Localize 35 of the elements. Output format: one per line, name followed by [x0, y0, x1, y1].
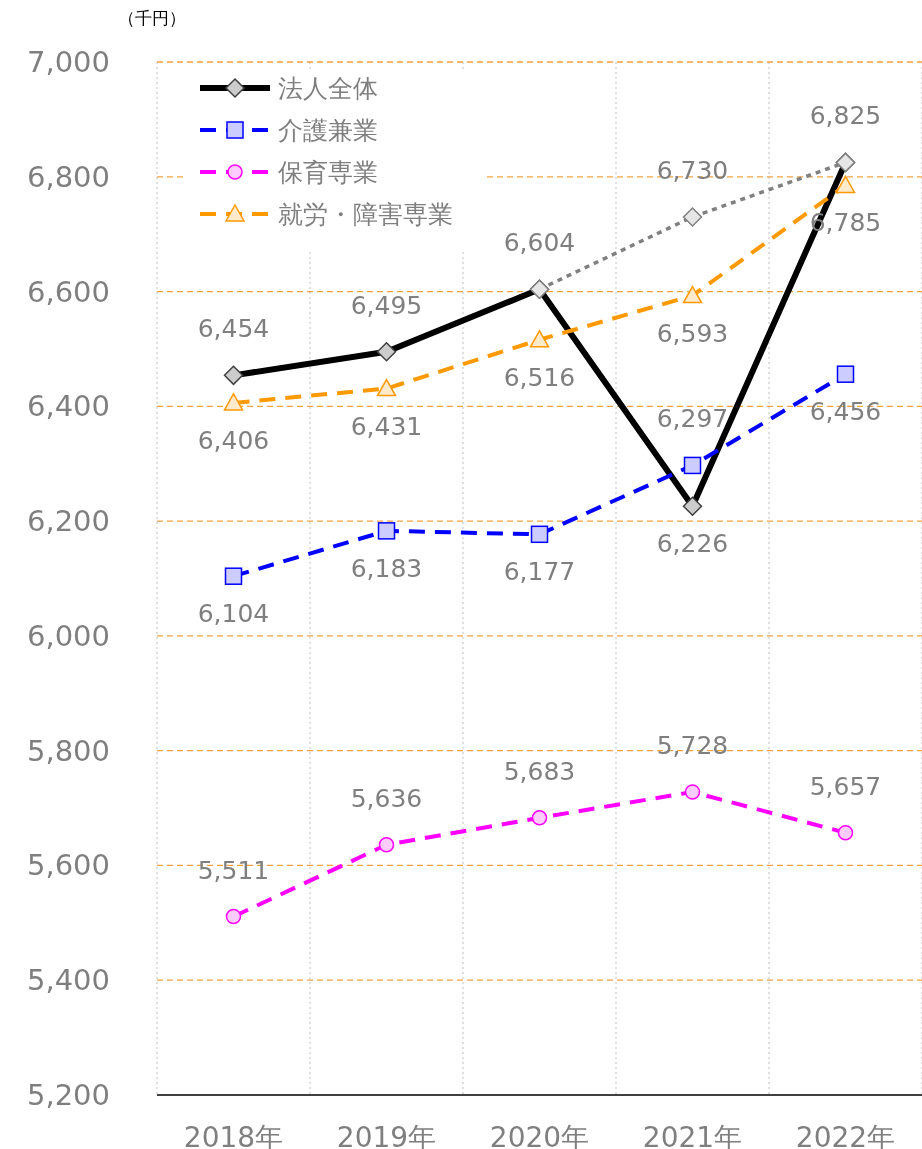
legend-label: 保育専業: [278, 158, 378, 187]
data-label: 6,593: [656, 318, 729, 348]
y-axis-title: （千円）: [118, 8, 186, 28]
legend-label: 介護兼業: [278, 116, 378, 145]
data-label: 5,511: [197, 855, 270, 885]
data-label: 6,604: [503, 228, 576, 258]
data-label: 5,683: [503, 756, 576, 786]
data-label: 5,728: [656, 730, 729, 760]
data-label: 6,297: [656, 404, 729, 434]
y-tick-label: 6,600: [26, 274, 110, 309]
data-label: 6,495: [350, 290, 423, 320]
y-tick-label: 6,000: [26, 618, 110, 653]
data-label: 6,730: [656, 155, 729, 185]
data-label: 6,454: [197, 314, 270, 344]
y-tick-label: 7,000: [26, 45, 110, 79]
y-tick-label: 6,400: [26, 389, 110, 424]
data-label: 6,226: [656, 529, 729, 559]
y-tick-label: 5,400: [26, 963, 110, 998]
y-tick-label: 5,200: [26, 1078, 110, 1112]
data-label: 6,406: [197, 425, 270, 455]
data-label: 6,516: [503, 362, 576, 392]
y-tick-label: 6,800: [26, 159, 110, 194]
data-label: 6,431: [350, 411, 423, 441]
data-label: 6,456: [809, 397, 882, 427]
data-label: 5,636: [350, 783, 423, 813]
y-tick-label: 5,600: [26, 848, 110, 883]
y-tick-label: 5,800: [26, 733, 110, 768]
data-label: 6,104: [197, 599, 270, 629]
data-label: 6,183: [350, 553, 423, 583]
data-label: 6,825: [809, 101, 882, 131]
data-label: 6,177: [503, 557, 576, 587]
y-tick-label: 6,200: [26, 504, 110, 539]
legend-label: 就労・障害専業: [278, 200, 453, 229]
data-label: 5,657: [809, 771, 882, 801]
legend-label: 法人全体: [278, 74, 378, 103]
